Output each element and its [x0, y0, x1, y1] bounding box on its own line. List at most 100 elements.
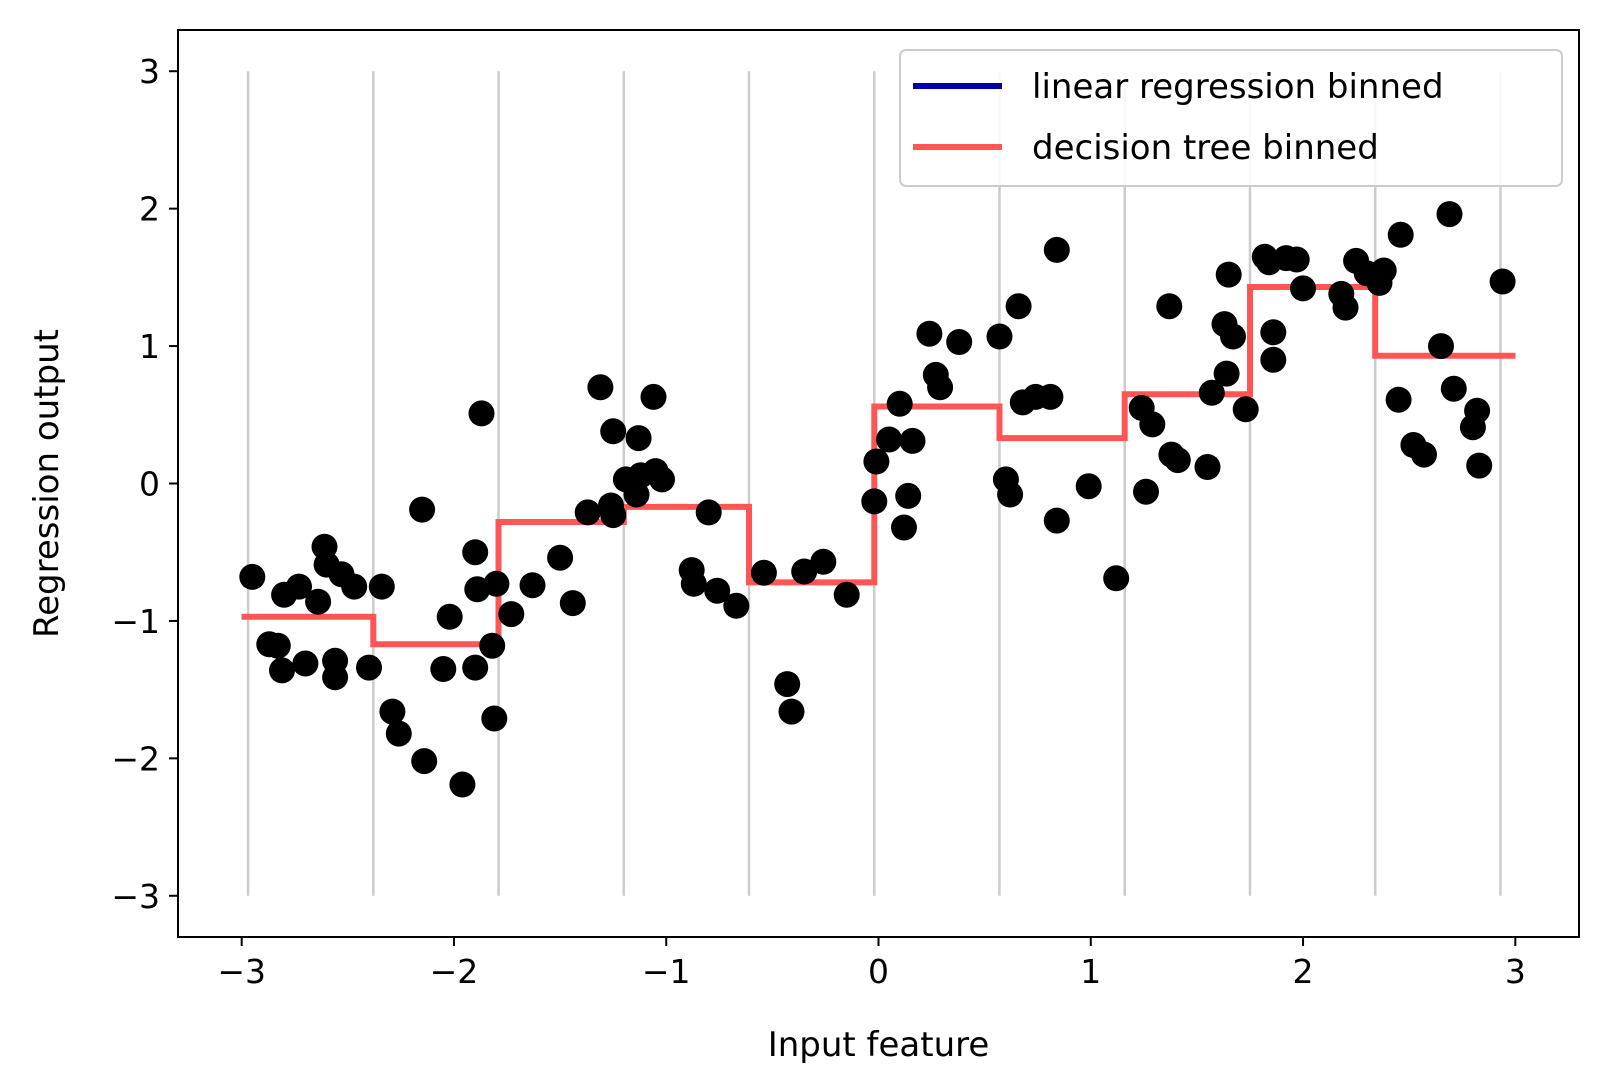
scatter-point	[778, 698, 805, 725]
scatter-point	[587, 374, 614, 401]
scatter-point	[876, 426, 903, 453]
scatter-point	[305, 588, 332, 615]
scatter-point	[462, 654, 489, 681]
scatter-point	[481, 705, 508, 732]
scatter-point	[946, 329, 973, 355]
scatter-point	[680, 570, 707, 597]
scatter-point	[483, 570, 510, 597]
x-tick-label: 0	[868, 952, 889, 991]
scatter-point	[1043, 507, 1070, 534]
scatter-point	[1332, 294, 1359, 321]
scatter-point	[1232, 396, 1259, 423]
scatter-point	[1290, 275, 1316, 302]
scatter-point	[368, 573, 395, 600]
y-axis-label: Regression output	[27, 329, 67, 638]
scatter-point	[1387, 221, 1414, 248]
scatter-point	[1260, 346, 1287, 373]
scatter-point	[810, 548, 837, 575]
legend-label-1: decision tree binned	[1032, 128, 1379, 168]
scatter-point	[625, 425, 652, 452]
scatter-point	[704, 577, 731, 604]
scatter-point	[1043, 236, 1070, 263]
scatter-point	[861, 488, 888, 515]
scatter-point	[1139, 411, 1166, 438]
y-axis-ticks: −3 −2 −1 0 1 2 3	[111, 52, 178, 916]
x-tick-label: −3	[217, 952, 266, 991]
scatter-point	[774, 671, 801, 698]
x-tick-label: 1	[1080, 952, 1101, 991]
scatter-point	[341, 573, 368, 600]
scatter-point	[1283, 246, 1310, 273]
scatter-point	[1220, 323, 1246, 350]
scatter-point	[1428, 333, 1454, 360]
scatter-point	[1103, 565, 1130, 592]
scatter-point	[640, 383, 667, 410]
scatter-point	[1440, 375, 1467, 402]
scatter-point	[1213, 360, 1240, 387]
scatter-point	[286, 573, 312, 600]
scatter-point	[239, 563, 266, 590]
scatter-point	[462, 539, 489, 566]
x-tick-label: 3	[1505, 952, 1526, 991]
scatter-point	[1436, 201, 1463, 228]
scatter-point	[1037, 383, 1064, 410]
scatter-point	[600, 418, 627, 445]
scatter-point	[519, 572, 546, 599]
scatter-point	[468, 400, 495, 427]
scatter-point	[916, 320, 943, 347]
scatter-points	[239, 201, 1516, 798]
x-axis-ticks: −3 −2 −1 0 1 2 3	[217, 937, 1526, 991]
scatter-point	[1133, 478, 1159, 505]
scatter-point	[895, 482, 922, 509]
y-tick-label: 1	[139, 327, 160, 366]
scatter-point	[1075, 473, 1102, 500]
y-tick-label: 0	[139, 465, 160, 504]
scatter-point	[379, 698, 406, 725]
scatter-point	[479, 632, 506, 659]
scatter-point	[322, 664, 349, 691]
scatter-point	[449, 771, 476, 798]
scatter-point	[891, 514, 917, 541]
scatter-point	[886, 390, 913, 417]
scatter-point	[750, 559, 777, 586]
legend-frame	[899, 49, 1563, 187]
y-tick-label: 3	[139, 52, 160, 91]
scatter-point	[1385, 386, 1412, 413]
scatter-point	[292, 650, 319, 677]
scatter-point	[430, 656, 457, 682]
scatter-point	[1489, 268, 1516, 295]
legend-label-0: linear regression binned	[1032, 67, 1444, 107]
x-tick-label: 2	[1293, 952, 1314, 991]
scatter-point	[600, 502, 627, 529]
scatter-point	[264, 632, 291, 659]
scatter-point	[1466, 452, 1493, 479]
scatter-point	[547, 544, 574, 571]
scatter-point	[409, 496, 436, 523]
scatter-point	[269, 657, 295, 684]
y-tick-label: −2	[111, 739, 160, 778]
scatter-point	[1005, 293, 1032, 320]
scatter-point	[498, 601, 525, 628]
scatter-point	[411, 748, 438, 775]
scatter-point	[723, 592, 750, 619]
x-axis-label: Input feature	[768, 1025, 990, 1065]
y-tick-label: 2	[139, 190, 160, 229]
scatter-point	[833, 581, 860, 608]
scatter-point	[574, 499, 601, 526]
scatter-point	[695, 499, 722, 526]
scatter-point	[997, 481, 1024, 508]
scatter-point	[986, 323, 1013, 350]
scatter-point	[1156, 293, 1183, 320]
y-tick-label: −3	[111, 877, 160, 916]
scatter-point	[863, 448, 890, 475]
scatter-point	[559, 590, 586, 617]
scatter-point	[899, 427, 926, 454]
legend: linear regression binned decision tree bi…	[899, 49, 1563, 187]
scatter-point	[1164, 447, 1191, 474]
x-tick-label: −2	[430, 952, 479, 991]
scatter-point	[1215, 261, 1242, 288]
scatter-point	[927, 374, 954, 401]
scatter-point	[649, 466, 675, 493]
scatter-point	[1260, 319, 1287, 346]
